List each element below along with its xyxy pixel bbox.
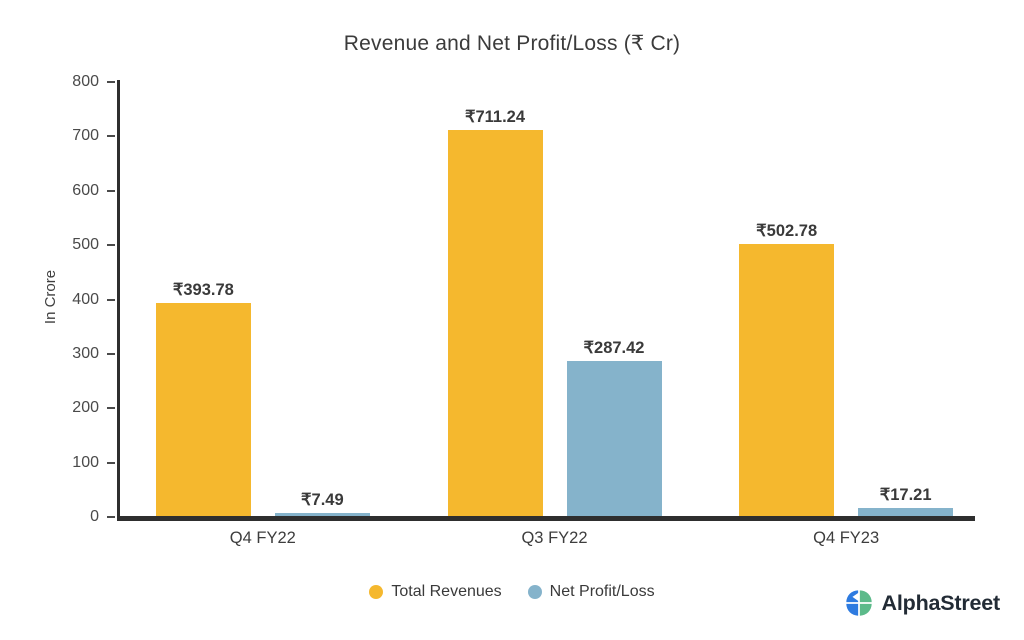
bar-net-profit-loss-q4-fy22 bbox=[274, 512, 370, 517]
x-axis-category-label: Q4 FY23 bbox=[813, 529, 880, 547]
bar-value-label: ₹393.78 bbox=[172, 280, 234, 299]
y-axis-tick bbox=[107, 461, 115, 464]
x-axis-category-label: Q3 FY22 bbox=[521, 529, 588, 547]
y-axis-tick bbox=[107, 516, 115, 518]
legend: Total Revenues Net Profit/Loss bbox=[0, 583, 1024, 601]
alphastreet-logo: AlphaStreet bbox=[845, 589, 1000, 617]
y-axis-tick bbox=[107, 189, 115, 192]
y-axis-tick bbox=[107, 135, 115, 138]
bar-value-label: ₹7.49 bbox=[301, 490, 344, 509]
alphastreet-logo-text: AlphaStreet bbox=[881, 590, 1001, 615]
bar-total-revenues-q4-fy22 bbox=[155, 302, 251, 517]
legend-swatch-net-profit-loss-icon bbox=[527, 585, 542, 599]
y-axis-tick-label: 500 bbox=[72, 236, 99, 254]
legend-label-net-profit-loss: Net Profit/Loss bbox=[549, 583, 655, 600]
y-axis-tick bbox=[107, 298, 115, 301]
y-axis-tick-label: 600 bbox=[72, 181, 99, 199]
y-axis-tick-label: 700 bbox=[72, 127, 99, 145]
y-axis-tick-label: 200 bbox=[72, 399, 99, 417]
x-axis-line bbox=[117, 516, 975, 521]
y-axis-tick-label: 400 bbox=[72, 290, 99, 308]
x-axis-category-label: Q4 FY22 bbox=[229, 529, 296, 547]
bar-net-profit-loss-q4-fy23 bbox=[858, 507, 954, 517]
y-axis-tick-label: 0 bbox=[90, 508, 99, 525]
bar-total-revenues-q4-fy23 bbox=[739, 243, 835, 517]
y-axis-tick-label: 800 bbox=[72, 73, 99, 90]
bar-value-label: ₹711.24 bbox=[464, 108, 526, 127]
bar-value-label: ₹287.42 bbox=[583, 338, 645, 357]
y-axis-tick-label: 300 bbox=[72, 344, 99, 362]
legend-item-net-profit-loss: Net Profit/Loss bbox=[527, 583, 655, 601]
chart-title: Revenue and Net Profit/Loss (₹ Cr) bbox=[343, 32, 681, 55]
legend-label-total-revenues: Total Revenues bbox=[391, 583, 502, 600]
y-axis-line bbox=[117, 80, 120, 517]
y-axis-tick bbox=[107, 81, 115, 84]
y-axis-tick-label: 100 bbox=[72, 453, 99, 471]
bar-total-revenues-q3-fy22 bbox=[447, 130, 543, 517]
alphastreet-logo-icon bbox=[845, 590, 872, 616]
bar-value-label: ₹17.21 bbox=[879, 485, 932, 504]
legend-item-total-revenues: Total Revenues bbox=[369, 583, 502, 601]
plot-area: 0 100 200 300 400 500 600 700 800 Q4 FY22 ₹393.78 ₹… bbox=[72, 73, 992, 547]
y-axis-tick bbox=[107, 352, 115, 355]
bar-value-label: ₹502.78 bbox=[756, 221, 818, 240]
y-axis-tick bbox=[107, 244, 115, 247]
bar-net-profit-loss-q3-fy22 bbox=[566, 360, 662, 517]
legend-swatch-total-revenues-icon bbox=[369, 585, 384, 599]
y-axis-tick bbox=[107, 407, 115, 410]
